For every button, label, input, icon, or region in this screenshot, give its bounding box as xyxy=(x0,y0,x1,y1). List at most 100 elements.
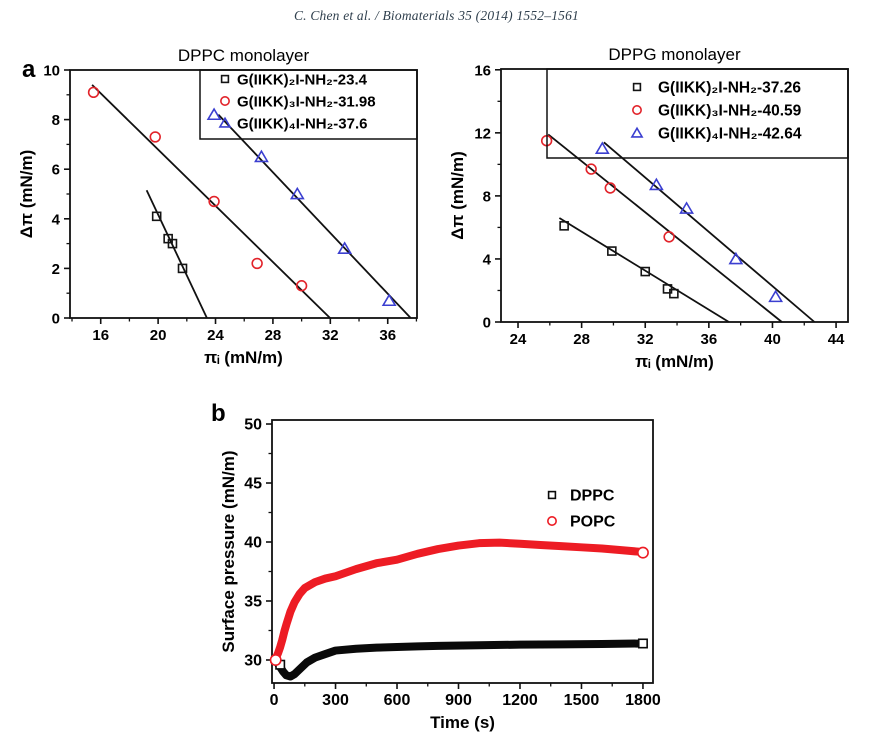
legend-label: G(IIKK)₂I-NH₂-37.26 xyxy=(658,80,801,97)
circle-marker xyxy=(632,105,642,115)
legend-label: G(IIKK)₃I-NH₂-40.59 xyxy=(658,103,802,120)
x-tick-label: 16 xyxy=(92,327,109,344)
circle-marker xyxy=(547,516,557,526)
triangle-marker xyxy=(728,251,744,265)
square-marker xyxy=(220,74,230,84)
y-axis-label: Δπ (mN/m) xyxy=(17,150,36,239)
y-tick-label: 8 xyxy=(483,188,491,205)
x-tick-label: 0 xyxy=(270,692,279,709)
series-g-iikk-i-nh-37-6 xyxy=(206,107,412,319)
y-tick-label: 12 xyxy=(474,125,491,142)
legend: G(IIKK)₂I-NH₂-37.26 G(IIKK)₃I-NH₂-40.59 G(… xyxy=(546,68,849,159)
x-tick-label: 32 xyxy=(637,331,654,348)
circle-marker xyxy=(637,546,649,559)
y-tick-label: 35 xyxy=(244,593,262,610)
x-tick-label: 1200 xyxy=(502,692,538,709)
y-tick-label: 0 xyxy=(483,315,491,332)
circle-marker xyxy=(149,131,161,143)
legend: DPPC POPC xyxy=(547,488,616,531)
y-tick-label: 16 xyxy=(474,62,491,79)
legend-box xyxy=(199,69,418,140)
legend-label: G(IIKK)₄I-NH₂-42.64 xyxy=(658,126,802,143)
triangle-marker xyxy=(594,141,610,155)
series-g-iikk-i-nh-42-64 xyxy=(594,141,816,323)
legend-label: DPPC xyxy=(570,488,615,505)
square-marker xyxy=(151,211,162,222)
x-axis-label: πᵢ (mN/m) xyxy=(204,348,283,367)
triangle-marker xyxy=(206,107,222,121)
x-tick-label: 24 xyxy=(207,327,224,344)
chart-adsorption-kinetics: 0 300 600 900 1200 1500 1800 30 35 40 45 50 Time (s)… xyxy=(219,417,661,732)
triangle-marker xyxy=(648,177,664,191)
fit-line xyxy=(547,133,783,323)
kinetics-curve xyxy=(270,538,647,666)
fit-line xyxy=(217,114,412,319)
y-tick-label: 4 xyxy=(52,211,61,228)
fit-line xyxy=(91,84,331,319)
kinetics-curve xyxy=(270,639,647,681)
chart-dppg-monolayer: 24 28 32 36 40 44 0 4 8 12 16 DPPG monolayer πᵢ (mN/… xyxy=(448,45,849,371)
circle-marker xyxy=(87,86,100,99)
x-tick-label: 44 xyxy=(828,331,845,348)
x-tick-label: 32 xyxy=(322,327,339,344)
x-tick-label: 36 xyxy=(701,331,718,348)
square-marker xyxy=(640,266,651,277)
legend-label: G(IIKK)₃I-NH₂-31.98 xyxy=(237,94,376,111)
y-tick-label: 10 xyxy=(43,63,60,80)
x-tick-label: 900 xyxy=(445,692,472,709)
series-popc xyxy=(270,538,647,666)
y-tick-label: 30 xyxy=(244,652,262,669)
x-tick-label: 40 xyxy=(764,331,781,348)
legend: G(IIKK)₂I-NH₂-23.4 G(IIKK)₃I-NH₂-31.98 G(I… xyxy=(199,69,418,140)
axes: 0 300 600 900 1200 1500 1800 30 35 40 45 50 xyxy=(244,417,661,709)
legend-label: G(IIKK)₂I-NH₂-23.4 xyxy=(237,72,368,89)
fit-line xyxy=(558,217,730,323)
square-marker xyxy=(607,246,617,256)
y-tick-label: 45 xyxy=(244,476,262,493)
plot-border xyxy=(271,419,654,684)
circle-marker xyxy=(208,195,220,208)
chart-title: DPPC monolayer xyxy=(178,46,310,65)
legend-box xyxy=(546,68,849,159)
circle-marker xyxy=(585,163,597,175)
x-tick-label: 36 xyxy=(379,327,396,344)
y-axis-label: Δπ (mN/m) xyxy=(448,151,467,240)
circle-marker xyxy=(220,96,230,106)
y-tick-label: 40 xyxy=(244,535,262,552)
triangle-marker xyxy=(768,289,784,303)
legend-label: G(IIKK)₄I-NH₂-37.6 xyxy=(237,116,368,133)
triangle-marker xyxy=(218,116,232,128)
triangle-marker xyxy=(337,241,353,254)
square-marker xyxy=(669,288,679,299)
circle-marker xyxy=(295,280,308,292)
x-tick-label: 28 xyxy=(573,331,590,348)
y-tick-label: 50 xyxy=(244,417,262,434)
y-tick-label: 6 xyxy=(52,162,60,179)
square-marker xyxy=(547,490,557,500)
x-tick-label: 24 xyxy=(510,331,527,348)
square-marker xyxy=(559,221,569,231)
triangle-marker xyxy=(679,201,694,214)
chart-title: DPPG monolayer xyxy=(608,45,741,64)
triangle-marker xyxy=(630,126,644,138)
circle-marker xyxy=(251,257,263,270)
x-tick-label: 1800 xyxy=(625,692,661,709)
panel-label-a: a xyxy=(22,56,36,83)
journal-running-header: C. Chen et al. / Biomaterials 35 (2014) … xyxy=(293,8,580,23)
fit-line xyxy=(603,141,816,323)
circle-marker xyxy=(604,182,616,194)
triangle-marker xyxy=(381,293,397,307)
x-axis-label: πᵢ (mN/m) xyxy=(635,352,714,371)
fit-line xyxy=(145,189,208,319)
series-dppc xyxy=(270,639,647,681)
square-marker xyxy=(632,82,642,92)
circle-marker xyxy=(663,231,675,243)
panel-label-b: b xyxy=(211,400,226,427)
x-tick-label: 600 xyxy=(384,692,411,709)
x-tick-label: 300 xyxy=(322,692,349,709)
x-tick-label: 1500 xyxy=(564,692,600,709)
triangle-marker xyxy=(254,149,269,163)
circle-marker xyxy=(269,654,282,666)
